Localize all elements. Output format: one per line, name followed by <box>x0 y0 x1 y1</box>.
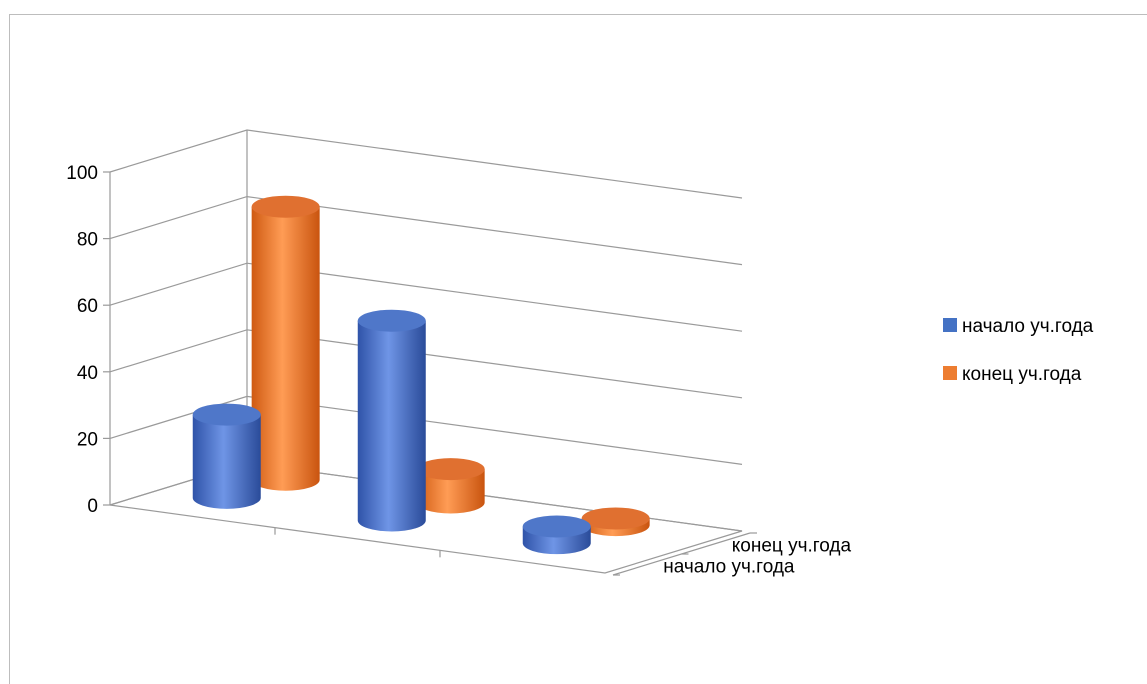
value-axis-label: 40 <box>77 363 98 384</box>
cylinder-top <box>581 507 650 530</box>
cylinder-bar <box>581 507 650 537</box>
legend-label: конец уч.года <box>962 364 1082 385</box>
legend: начало уч.года конец уч.года <box>943 316 1094 385</box>
value-axis-label: 60 <box>77 296 98 317</box>
cylinder-body <box>357 320 426 532</box>
value-axis-label: 80 <box>77 230 98 251</box>
cylinder-top <box>251 195 320 218</box>
value-axis-labels: 0 20 40 60 80 100 <box>66 163 98 517</box>
cylinders <box>192 195 650 555</box>
value-axis-label: 0 <box>87 496 98 517</box>
gridline <box>109 129 743 199</box>
cylinder-top <box>357 309 426 332</box>
cylinder-top <box>416 458 485 481</box>
legend-swatch <box>943 318 957 332</box>
cylinder-bar <box>522 515 591 555</box>
cylinder-body <box>416 469 485 514</box>
cylinder-bar <box>357 309 426 532</box>
value-axis-label: 20 <box>77 429 98 450</box>
cylinder-bar <box>251 195 320 491</box>
depth-axis-label: конец уч.года <box>732 536 852 557</box>
depth-axis-label: начало уч.года <box>663 557 795 578</box>
cylinder-bar <box>192 403 261 509</box>
legend-swatch <box>943 366 957 380</box>
cylinder-body <box>251 206 320 491</box>
cylinder-body <box>192 414 261 509</box>
cylinder-top <box>192 403 261 426</box>
gridline <box>109 262 743 332</box>
legend-label: начало уч.года <box>962 316 1094 337</box>
cylinder-top <box>522 515 591 538</box>
value-axis-label: 100 <box>66 163 98 184</box>
gridline <box>109 329 743 399</box>
cylinder-bar <box>416 458 485 514</box>
gridline <box>109 195 743 266</box>
chart-area <box>9 14 1147 684</box>
